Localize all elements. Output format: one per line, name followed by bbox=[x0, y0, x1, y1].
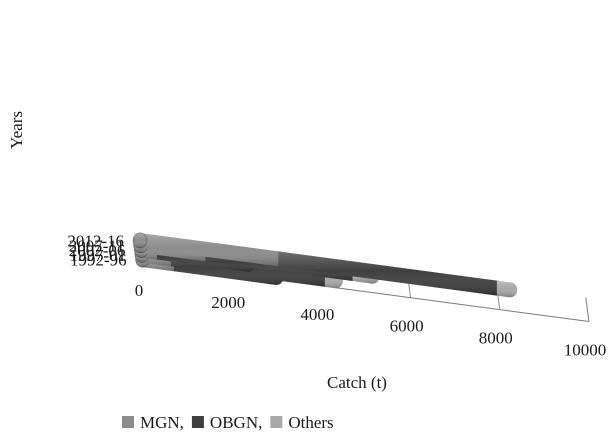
x-tick-label: 0 bbox=[135, 281, 144, 300]
legend-item-mgn: MGN, bbox=[122, 413, 184, 432]
legend-label: OBGN, bbox=[210, 413, 262, 432]
bar-segment-mgn bbox=[140, 232, 286, 267]
bar-segment-shading bbox=[278, 251, 504, 296]
x-tick-label: 10000 bbox=[564, 341, 607, 360]
x-tick-label: 4000 bbox=[300, 305, 334, 324]
bars bbox=[132, 232, 518, 298]
legend-swatch bbox=[122, 416, 134, 428]
legend-item-obgn: OBGN, bbox=[191, 413, 262, 432]
y-axis-title: Years bbox=[7, 111, 26, 149]
bar-start-cap-shading bbox=[133, 232, 148, 248]
y-tick-label: 2007-11 bbox=[69, 236, 125, 255]
y-tick-label: 1992-96 bbox=[70, 251, 127, 270]
legend-label: MGN, bbox=[140, 413, 184, 432]
x-tick-label: 6000 bbox=[390, 317, 424, 336]
x-axis-title: Catch (t) bbox=[327, 373, 387, 392]
y-tick-label: 1997-01 bbox=[69, 246, 126, 265]
legend-label: Others bbox=[288, 413, 333, 432]
legend-swatch bbox=[191, 416, 204, 428]
bar-segment-obgn bbox=[278, 251, 504, 296]
x-tick-label: 8000 bbox=[479, 329, 513, 348]
bar-segment-shading bbox=[496, 280, 518, 298]
y-tick-label: 2012-16 bbox=[67, 231, 124, 250]
x-tick-label: 2000 bbox=[211, 293, 245, 312]
x-tick-labels: 0 2000 4000 6000 8000 10000 bbox=[135, 281, 607, 360]
bar-segment-others bbox=[496, 280, 518, 298]
legend-swatch bbox=[270, 416, 283, 428]
legend: MGN, OBGN, Others bbox=[122, 413, 334, 432]
y-tick-label: 2002-06 bbox=[69, 241, 126, 260]
bar-row bbox=[132, 232, 518, 298]
legend-item-others: Others bbox=[270, 413, 334, 432]
bar-segment-shading bbox=[140, 232, 286, 267]
right-wall-edge bbox=[585, 297, 590, 322]
